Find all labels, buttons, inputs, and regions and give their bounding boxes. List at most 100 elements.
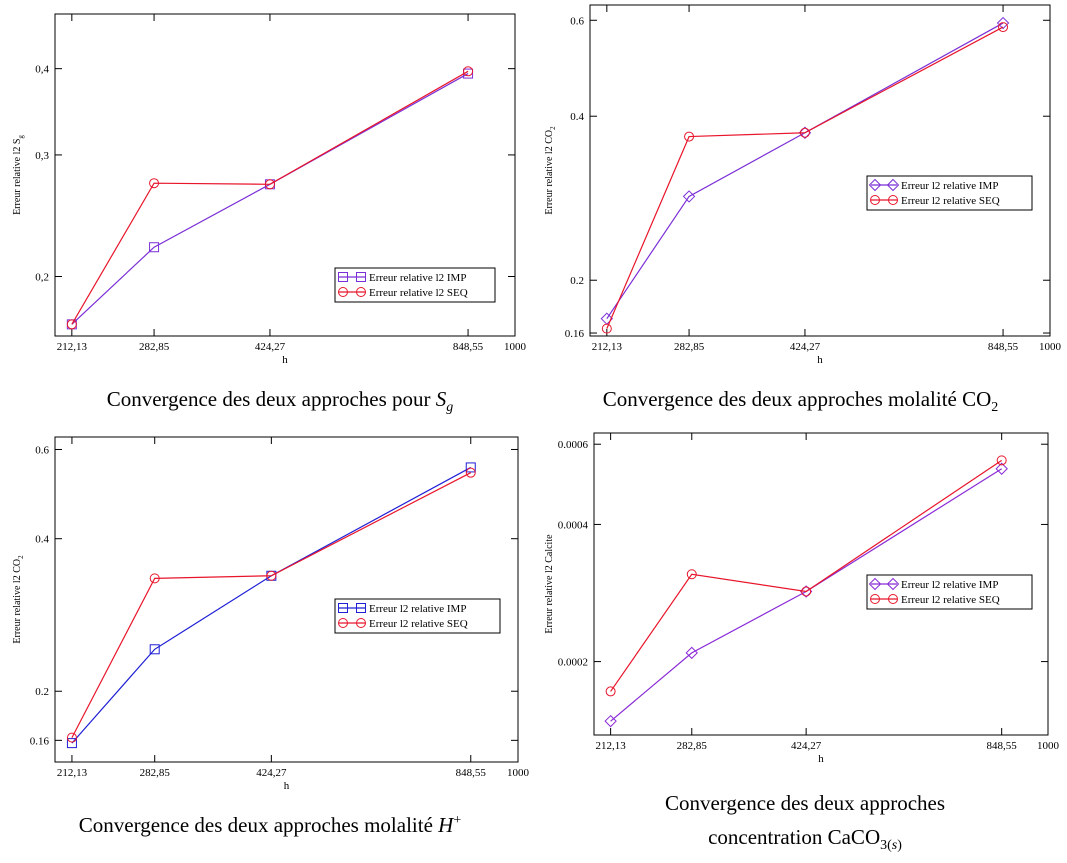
series-line: [606, 26, 1004, 329]
legend-marker: [356, 618, 366, 628]
legend-label: Erreur l2 relative IMP: [901, 579, 998, 591]
x-tick-label: 424,27: [256, 767, 287, 779]
legend-marker: [356, 603, 366, 613]
legend-marker: [888, 594, 898, 604]
x-axis-label: h: [817, 354, 823, 366]
y-tick-label: 0.0002: [558, 657, 588, 669]
y-tick-label: 0.6: [35, 444, 49, 456]
y-tick-label: 0,2: [35, 271, 49, 283]
legend-marker: [338, 272, 348, 282]
x-tick-label: 848,55: [456, 767, 487, 779]
series-line: [71, 73, 469, 325]
caption-h: Convergence des deux approches molalité …: [78, 813, 462, 837]
plot-frame: [589, 4, 1051, 337]
series-line: [71, 466, 472, 744]
plot-frame: [54, 436, 519, 763]
data-point: [149, 573, 160, 584]
data-point: [266, 570, 277, 581]
legend-marker: [870, 594, 880, 604]
caption-sg: Convergence des deux approches pour Sg: [106, 387, 454, 416]
x-tick-label: 848,55: [988, 341, 1019, 353]
data-point: [149, 242, 160, 253]
series-line: [610, 459, 1003, 692]
x-tick-label: 848,55: [453, 341, 484, 353]
y-tick-label: 0.4: [35, 534, 49, 546]
data-point: [684, 131, 695, 142]
legend-marker: [356, 287, 366, 297]
data-point: [149, 644, 160, 655]
y-tick-label: 0,4: [35, 64, 49, 76]
series-line: [610, 468, 1002, 722]
y-tick-label: 0,3: [35, 150, 49, 162]
y-tick-label: 0.4: [570, 111, 584, 123]
data-point: [799, 127, 810, 138]
x-tick-label: 282,85: [677, 740, 708, 752]
data-point: [601, 323, 612, 334]
data-point: [996, 16, 1010, 30]
data-point: [995, 462, 1008, 475]
legend-label: Erreur l2 relative IMP: [369, 603, 466, 615]
chart-calcite: 212,13 282,85 424,27 848,55 1000 h 0.0002 0.000…: [544, 432, 1060, 765]
data-point: [66, 738, 77, 749]
chart-panel-co2: 212,13 282,85 424,27 848,55 1000 h 0.16 0.2 0.4 0…: [532, 0, 1067, 370]
x-tick-label: 212,13: [595, 740, 626, 752]
data-point: [463, 66, 474, 77]
chart-panel-sg: 212,13 282,85 424,27 848,55 1000 h 0,2 0,3 0,4 Er…: [0, 0, 540, 370]
x-tick-label: 212,13: [57, 341, 88, 353]
plot-frame: [54, 13, 516, 337]
y-axis-label: Erreur relative l2 Sg: [12, 135, 25, 215]
y-tick-label: 0.0006: [558, 439, 589, 451]
x-axis-label: h: [818, 753, 824, 765]
y-tick-label: 0.2: [35, 686, 49, 698]
data-point: [149, 178, 160, 189]
series-line: [71, 472, 472, 738]
legend-marker: [886, 577, 900, 591]
legend-marker: [338, 603, 348, 613]
x-tick-label: 424,27: [791, 740, 822, 752]
x-tick-label: 424,27: [790, 341, 821, 353]
chart-sg: 212,13 282,85 424,27 848,55 1000 h 0,2 0,3 0,4 Er…: [12, 13, 527, 366]
y-axis-label: Erreur relative l2 Calcite: [544, 534, 555, 634]
y-tick-label: 0.16: [30, 735, 50, 747]
x-tick-label: 1000: [504, 341, 527, 353]
x-tick-label: 282,85: [140, 767, 171, 779]
series-line: [71, 70, 469, 325]
legend-label: Erreur l2 relative SEQ: [369, 618, 468, 630]
data-point: [605, 686, 616, 697]
chart-panel-calcite: 212,13 282,85 424,27 848,55 1000 h 0.0002 0.000…: [532, 425, 1067, 770]
caption-co2: Convergence des deux approches molalité …: [602, 387, 999, 416]
x-axis-label: h: [282, 354, 288, 366]
legend-marker: [868, 178, 882, 192]
x-tick-label: 1000: [507, 767, 530, 779]
legend-label: Erreur l2 relative SEQ: [901, 195, 1000, 207]
chart-co2: 212,13 282,85 424,27 848,55 1000 h 0.16 0.2 0.4 0…: [544, 4, 1062, 366]
data-point: [686, 569, 697, 580]
legend-label: Erreur relative l2 SEQ: [369, 287, 468, 299]
chart-panel-h: 212,13 282,85 424,27 848,55 1000 h 0.16 0.2 0.4 0…: [0, 425, 540, 792]
data-point: [801, 586, 812, 597]
x-tick-label: 282,85: [674, 341, 705, 353]
legend-label: Erreur l2 relative SEQ: [901, 594, 1000, 606]
y-axis-label: Erreur relative l2 CO2: [12, 555, 25, 644]
legend-marker: [870, 195, 880, 205]
data-point: [66, 319, 77, 330]
legend-marker: [356, 272, 366, 282]
x-tick-label: 212,13: [57, 767, 88, 779]
y-tick-label: 0.2: [570, 275, 584, 287]
data-point: [465, 467, 476, 478]
x-tick-label: 424,27: [255, 341, 286, 353]
series-line: [606, 22, 1004, 320]
caption-calcite: Convergence des deux approches concentra…: [664, 791, 946, 854]
x-tick-label: 212,13: [592, 341, 623, 353]
x-tick-label: 848,55: [987, 740, 1018, 752]
data-point: [682, 190, 696, 203]
legend-label: Erreur l2 relative IMP: [901, 180, 998, 192]
x-tick-label: 282,85: [139, 341, 170, 353]
y-axis-label: Erreur relative l2 CO2: [544, 126, 557, 215]
data-point: [604, 714, 617, 728]
y-tick-label: 0.16: [565, 328, 585, 340]
chart-h: 212,13 282,85 424,27 848,55 1000 h 0.16 0.2 0.4 0…: [12, 436, 530, 792]
data-point: [685, 646, 698, 660]
x-tick-label: 1000: [1037, 740, 1060, 752]
x-axis-label: h: [284, 780, 290, 792]
